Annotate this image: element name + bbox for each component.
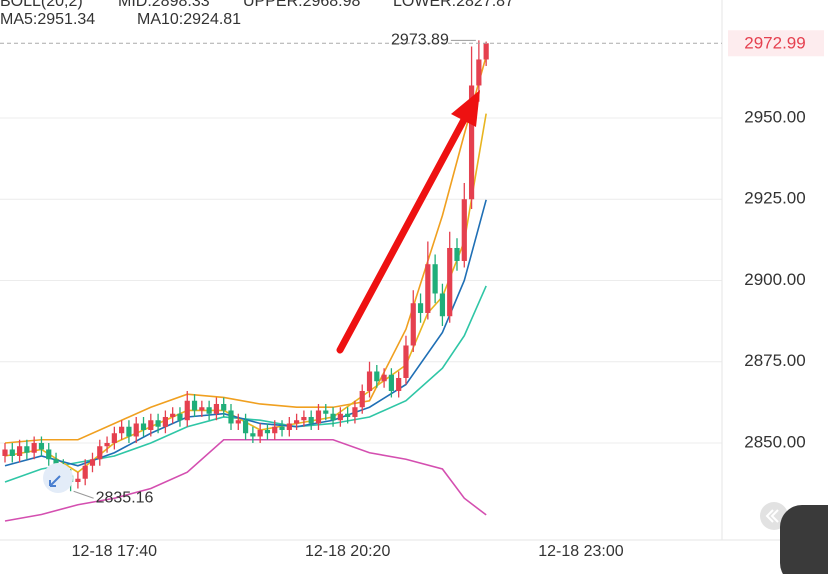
indicator-line: [4, 56, 487, 444]
scroll-icon-glyph: [765, 509, 779, 523]
legend-entry: UPPER:2968.98: [243, 0, 361, 10]
indicator-label: BOLL(20,2): [0, 0, 83, 10]
min-pointer: [73, 490, 94, 499]
candle-body: [111, 433, 117, 443]
candle-body: [53, 459, 59, 466]
indicator-layer: [4, 56, 487, 522]
candle-body: [38, 442, 45, 450]
min-label: 2835.16: [96, 489, 154, 506]
legend-entry: LOWER:2827.87: [393, 0, 514, 10]
x-tick-label: 12-18 23:00: [538, 543, 624, 560]
candle-body: [162, 416, 168, 427]
candle-body: [31, 442, 37, 453]
candle-body: [133, 423, 139, 437]
candle-body: [432, 264, 438, 294]
candle-body: [403, 345, 409, 378]
last-price-label: 2972.99: [744, 34, 805, 53]
legend-entry: MA5:2951.34: [0, 11, 95, 28]
last-price-box: [728, 30, 824, 57]
candle-body: [454, 247, 460, 261]
floating-button[interactable]: [780, 505, 828, 574]
candle-body: [148, 420, 154, 430]
candle-body: [2, 449, 8, 456]
candle-body: [257, 429, 263, 437]
candle-body: [315, 410, 322, 424]
candle-body: [301, 416, 307, 421]
y-tick-label: 2850.00: [744, 432, 805, 451]
y-tick-label: 2875.00: [744, 351, 805, 370]
candle-body: [75, 478, 81, 482]
y-tick-label: 2900.00: [744, 270, 805, 289]
candle-body: [140, 423, 147, 430]
candle-body: [97, 446, 103, 460]
candle-body: [308, 416, 314, 424]
candle-body: [461, 199, 467, 261]
candle-body: [250, 433, 256, 437]
candle-body: [184, 400, 190, 421]
legend-entry: MID:2898.33: [118, 0, 210, 10]
candle-body: [228, 410, 234, 424]
candle-body: [468, 85, 475, 200]
candle-body: [345, 413, 351, 417]
max-label: 2973.89: [391, 32, 449, 49]
candle-body: [425, 264, 431, 313]
candle-body: [396, 377, 402, 391]
candle-body: [104, 442, 110, 447]
arrow-shaft: [336, 112, 470, 354]
candle-body: [439, 293, 446, 317]
candle-body: [221, 403, 227, 411]
candle-body: [177, 413, 183, 421]
candle-body: [9, 449, 15, 456]
candle-body: [366, 371, 373, 391]
candle-body: [24, 446, 30, 453]
candle-body: [155, 420, 161, 427]
candle-body: [359, 390, 365, 408]
candle-body: [16, 446, 23, 456]
candle-body: [213, 403, 220, 414]
candle-body: [235, 420, 241, 424]
candle-layer: [2, 40, 489, 492]
x-tick-label: 12-18 20:20: [305, 543, 391, 560]
x-tick-label: 12-18 17:40: [72, 543, 158, 560]
candle-body: [381, 374, 387, 382]
indicator-line: [4, 113, 487, 474]
label-layer: 2850.00 2875.00 2900.00 2925.00 2950.00 12-18…: [0, 0, 824, 560]
candle-body: [388, 374, 394, 391]
candle-body: [264, 429, 271, 434]
candle-body: [170, 413, 176, 417]
candle-body: [199, 407, 205, 411]
candle-body: [279, 426, 285, 430]
candle-body: [242, 420, 249, 434]
candle-body: [89, 459, 96, 466]
candle-body: [417, 303, 424, 313]
candle-body: [119, 426, 125, 434]
candle-body: [323, 410, 329, 414]
candle-body: [272, 426, 278, 434]
candle-body: [352, 407, 358, 417]
candle-body: [294, 420, 300, 424]
candle-body: [483, 43, 489, 60]
candle-body: [206, 407, 212, 414]
candle-body: [126, 426, 132, 437]
arrow-head: [451, 90, 480, 127]
candle-body: [82, 465, 88, 479]
candle-body: [410, 303, 416, 346]
candle-body: [476, 59, 482, 86]
candle-body: [46, 449, 52, 460]
grid-layer: [0, 117, 722, 444]
candle-body: [191, 400, 198, 411]
candle-body: [286, 423, 292, 430]
candle-body: [447, 247, 453, 317]
candle-body: [330, 413, 336, 421]
y-tick-label: 2950.00: [744, 107, 805, 126]
legend-entry: MA10:2924.81: [137, 11, 241, 28]
y-tick-label: 2925.00: [744, 189, 805, 208]
zoom-icon-glyph: [49, 475, 61, 487]
candle-body: [337, 413, 343, 421]
candle-body: [374, 371, 380, 382]
